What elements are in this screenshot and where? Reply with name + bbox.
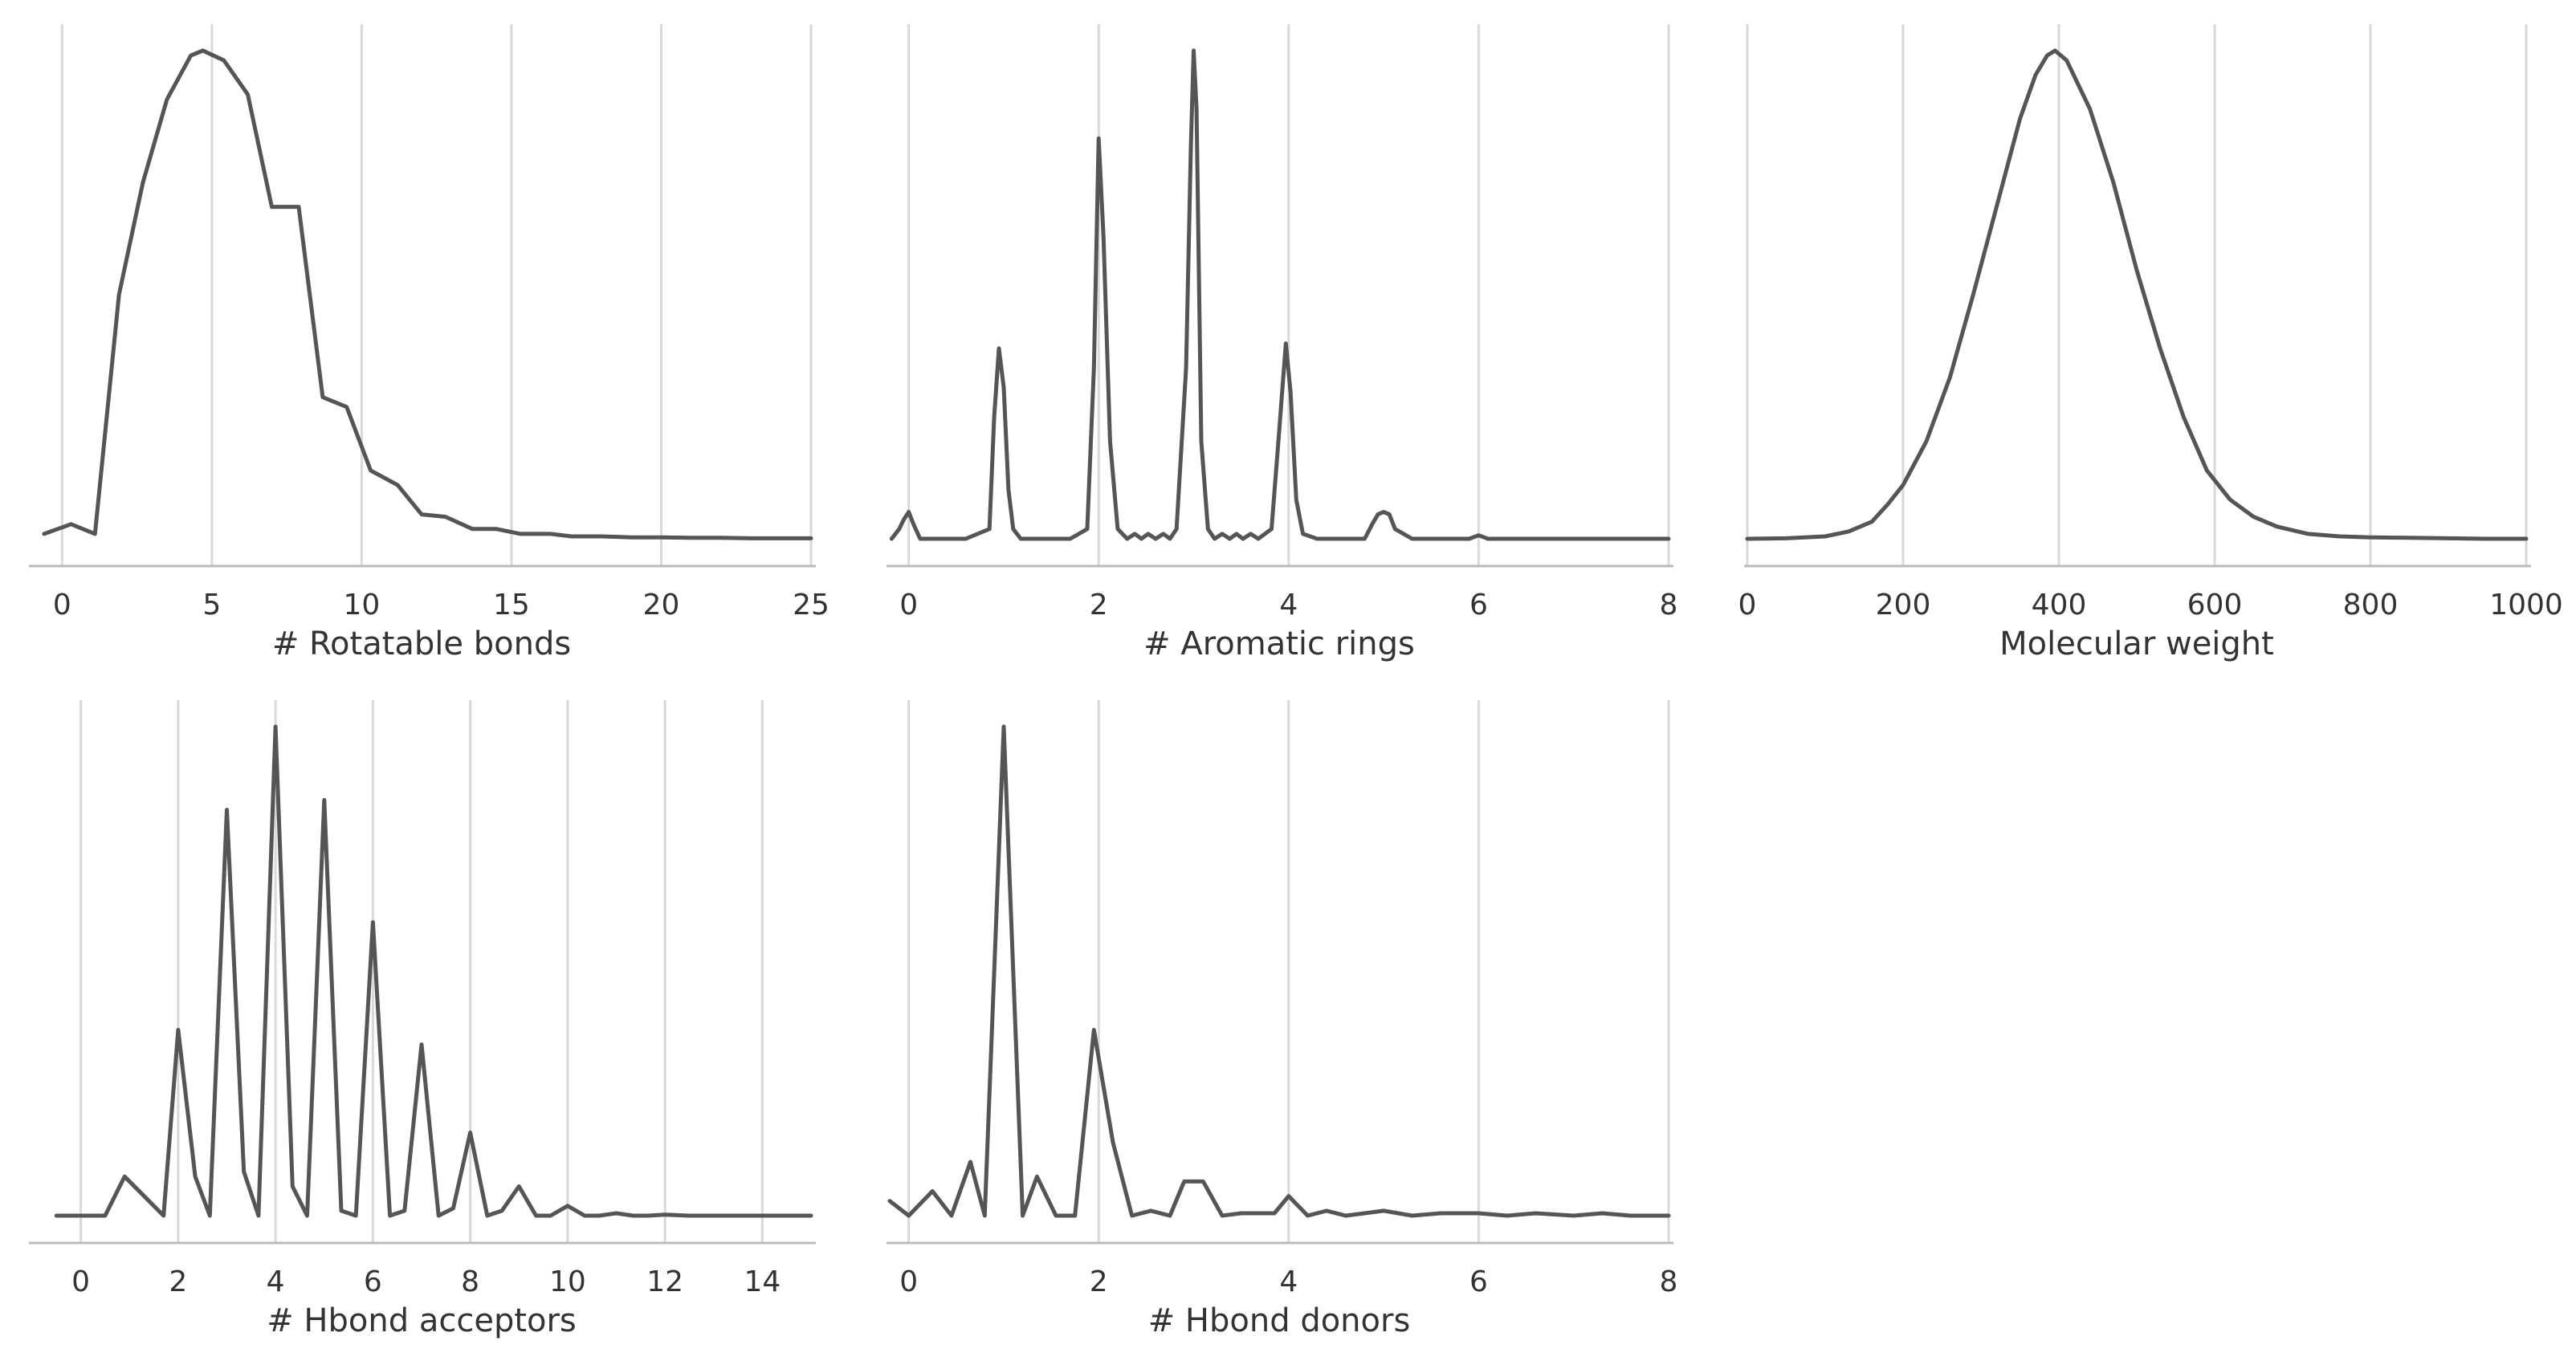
x-tick-label: 2 — [169, 1265, 187, 1298]
x-tick-label: 0 — [1738, 589, 1757, 621]
x-axis-label: Molecular weight — [1999, 625, 2274, 662]
x-tick-label: 10 — [343, 589, 380, 621]
x-tick-label: 800 — [2343, 589, 2399, 621]
x-tick-label: 0 — [53, 589, 71, 621]
x-tick-label: 20 — [643, 589, 680, 621]
series-line — [42, 48, 813, 540]
series-line — [54, 724, 813, 1218]
x-tick-label: 2 — [1090, 589, 1108, 621]
series-line — [1745, 48, 2529, 541]
x-tick-label: 400 — [2032, 589, 2087, 621]
chart-rotatable-bonds: 0 5 10 15 20 25 # Rotatable bonds — [29, 24, 829, 662]
series-line — [887, 724, 1671, 1218]
x-tick-label: 0 — [899, 1265, 918, 1298]
x-axis-label: # Rotatable bonds — [272, 625, 571, 662]
x-tick-label: 2 — [1090, 1265, 1108, 1298]
chart-hbond-acceptors: 0 2 4 6 8 10 12 14 # Hbond acceptors — [29, 700, 816, 1339]
x-tick-label: 6 — [364, 1265, 382, 1298]
x-tick-label: 200 — [1876, 589, 1931, 621]
series-line — [889, 48, 1671, 541]
x-axis-label: # Hbond donors — [1148, 1302, 1411, 1339]
x-tick-label: 25 — [793, 589, 829, 621]
x-tick-label: 8 — [1660, 589, 1678, 621]
x-tick-label: 6 — [1469, 589, 1488, 621]
x-tick-label: 600 — [2187, 589, 2243, 621]
chart-molecular-weight: 0 200 400 600 800 1000 Molecular weight — [1738, 24, 2563, 662]
x-axis-label: # Aromatic rings — [1143, 625, 1415, 662]
x-tick-label: 0 — [899, 589, 918, 621]
x-tick-label: 1000 — [2489, 589, 2563, 621]
x-tick-label: 8 — [1660, 1265, 1678, 1298]
x-tick-label: 4 — [1279, 1265, 1298, 1298]
x-tick-label: 10 — [549, 1265, 586, 1298]
x-tick-label: 4 — [267, 1265, 285, 1298]
x-axis-label: # Hbond acceptors — [267, 1302, 577, 1339]
x-tick-label: 8 — [461, 1265, 479, 1298]
x-tick-label: 0 — [71, 1265, 90, 1298]
x-tick-label: 6 — [1469, 1265, 1488, 1298]
x-tick-label: 14 — [744, 1265, 781, 1298]
x-tick-label: 5 — [202, 589, 221, 621]
x-tick-label: 15 — [493, 589, 530, 621]
chart-hbond-donors: 0 2 4 6 8 # Hbond donors — [887, 700, 1677, 1339]
x-tick-label: 4 — [1279, 589, 1298, 621]
chart-aromatic-rings: 0 2 4 6 8 # Aromatic rings — [887, 24, 1677, 662]
x-tick-label: 12 — [646, 1265, 683, 1298]
